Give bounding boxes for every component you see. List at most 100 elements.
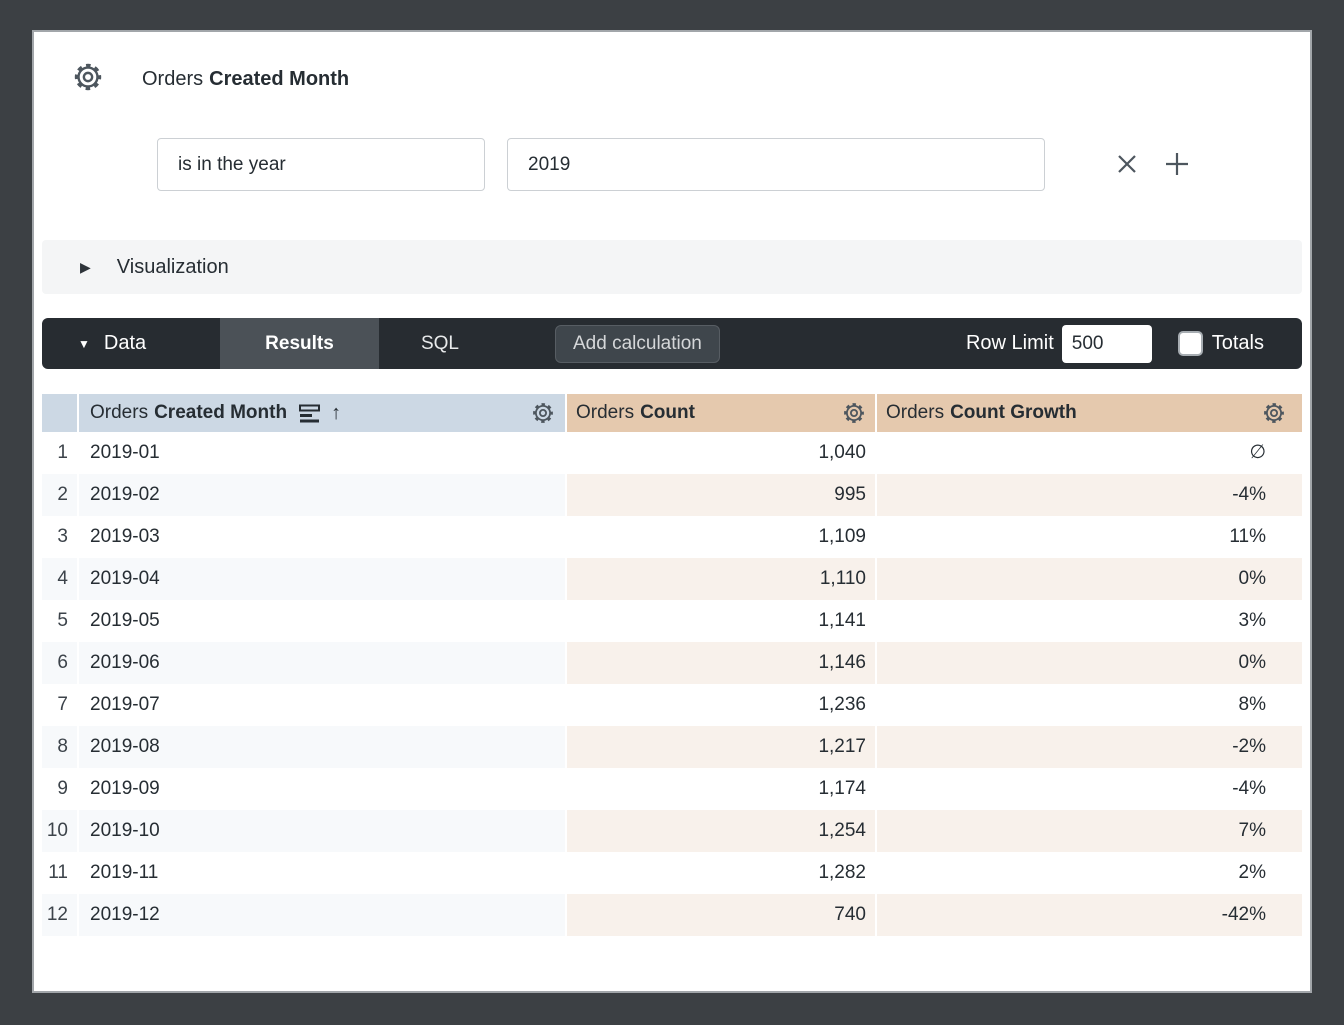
column-header-name: Count xyxy=(640,402,695,423)
column-header-prefix: Orders xyxy=(886,402,945,423)
add-filter-icon[interactable] xyxy=(1162,149,1192,179)
column-gear-icon[interactable] xyxy=(842,401,866,425)
row-number-header xyxy=(42,394,77,432)
table-row: 2 2019-02 995 -4% xyxy=(42,474,1302,516)
cell-month[interactable]: 2019-01 xyxy=(90,442,160,463)
data-section-toggle[interactable]: ▼ Data xyxy=(42,332,220,355)
visualization-label: Visualization xyxy=(116,255,229,278)
row-limit-input[interactable] xyxy=(1061,324,1152,363)
filter-field-title: Orders Created Month xyxy=(142,68,349,91)
tab-results[interactable]: Results xyxy=(220,318,379,369)
data-section-label: Data xyxy=(103,332,147,354)
cell-count[interactable]: 1,254 xyxy=(567,810,875,852)
row-number: 3 xyxy=(57,526,68,547)
cell-growth[interactable]: 2% xyxy=(1238,862,1266,883)
column-header-prefix: Orders xyxy=(576,402,635,423)
tab-sql[interactable]: SQL xyxy=(420,332,460,354)
column-header-count[interactable]: Orders Count xyxy=(567,394,875,432)
filter-field-prefix: Orders xyxy=(142,68,204,90)
cell-growth[interactable]: ∅ xyxy=(1249,442,1266,463)
cell-month[interactable]: 2019-02 xyxy=(79,474,565,516)
column-header-prefix: Orders xyxy=(90,402,149,423)
cell-count[interactable]: 1,109 xyxy=(818,526,866,547)
filter-field-name: Created Month xyxy=(209,68,350,90)
cell-month[interactable]: 2019-10 xyxy=(79,810,565,852)
cell-month[interactable]: 2019-04 xyxy=(79,558,565,600)
row-number: 9 xyxy=(57,778,68,799)
table-row: 8 2019-08 1,217 -2% xyxy=(42,726,1302,768)
table-row: 11 2019-11 1,282 2% xyxy=(42,852,1302,894)
cell-count[interactable]: 1,217 xyxy=(567,726,875,768)
remove-filter-icon[interactable] xyxy=(1112,149,1142,179)
visualization-section-header[interactable]: ▶ Visualization xyxy=(42,240,1302,294)
cell-month[interactable]: 2019-05 xyxy=(90,610,160,631)
cell-growth[interactable]: 0% xyxy=(877,558,1302,600)
row-number: 10 xyxy=(42,810,77,852)
column-header-name: Count Growth xyxy=(950,402,1077,423)
cell-count[interactable]: 1,040 xyxy=(818,442,866,463)
table-row: 9 2019-09 1,174 -4% xyxy=(42,768,1302,810)
table-row: 7 2019-07 1,236 8% xyxy=(42,684,1302,726)
cell-count[interactable]: 1,141 xyxy=(818,610,866,631)
field-format-icon xyxy=(299,404,321,423)
row-number: 12 xyxy=(42,894,77,936)
totals-label: Totals xyxy=(1211,332,1264,354)
cell-count[interactable]: 1,110 xyxy=(567,558,875,600)
sort-ascending-icon: ↑ xyxy=(331,401,342,424)
table-row: 1 2019-01 1,040 ∅ xyxy=(42,432,1302,474)
row-number: 8 xyxy=(42,726,77,768)
filter-value-input[interactable]: 2019 xyxy=(507,138,1045,191)
table-row: 4 2019-04 1,110 0% xyxy=(42,558,1302,600)
row-number: 2 xyxy=(42,474,77,516)
results-table: Orders Created Month ↑ Orders Count xyxy=(42,394,1302,936)
cell-growth[interactable]: -2% xyxy=(877,726,1302,768)
cell-month[interactable]: 2019-08 xyxy=(79,726,565,768)
cell-count[interactable]: 1,174 xyxy=(818,778,866,799)
cell-growth[interactable]: 11% xyxy=(1229,526,1266,547)
column-gear-icon[interactable] xyxy=(1262,401,1286,425)
row-number: 11 xyxy=(48,862,68,883)
data-bar-right-group: Row Limit Totals xyxy=(965,324,1302,363)
cell-count[interactable]: 1,236 xyxy=(818,694,866,715)
cell-growth[interactable]: -4% xyxy=(1232,778,1266,799)
table-row: 12 2019-12 740 -42% xyxy=(42,894,1302,936)
explore-panel: Orders Created Month is in the year 2019… xyxy=(32,30,1312,993)
cell-month[interactable]: 2019-12 xyxy=(79,894,565,936)
column-header-count-growth[interactable]: Orders Count Growth xyxy=(877,394,1302,432)
caret-down-icon: ▼ xyxy=(78,336,90,351)
table-row: 3 2019-03 1,109 11% xyxy=(42,516,1302,558)
data-section-bar: ▼ Data Results SQL Add calculation Row L… xyxy=(42,318,1302,369)
filter-gear-icon[interactable] xyxy=(72,61,104,93)
add-calculation-button[interactable]: Add calculation xyxy=(555,324,720,363)
cell-month[interactable]: 2019-11 xyxy=(90,862,159,883)
filter-condition-select[interactable]: is in the year xyxy=(157,138,485,191)
cell-month[interactable]: 2019-06 xyxy=(79,642,565,684)
row-number: 5 xyxy=(57,610,68,631)
table-body: 1 2019-01 1,040 ∅ 2 2019-02 995 -4% 3 20… xyxy=(42,432,1302,936)
row-limit-label: Row Limit xyxy=(965,332,1054,354)
cell-growth[interactable]: 7% xyxy=(877,810,1302,852)
cell-growth[interactable]: 8% xyxy=(1238,694,1266,715)
cell-count[interactable]: 995 xyxy=(567,474,875,516)
cell-month[interactable]: 2019-07 xyxy=(90,694,160,715)
table-row: 5 2019-05 1,141 3% xyxy=(42,600,1302,642)
cell-growth[interactable]: 0% xyxy=(877,642,1302,684)
cell-month[interactable]: 2019-09 xyxy=(90,778,160,799)
row-number: 6 xyxy=(42,642,77,684)
cell-growth[interactable]: 3% xyxy=(1238,610,1266,631)
cell-count[interactable]: 740 xyxy=(567,894,875,936)
column-header-name: Created Month xyxy=(154,402,288,423)
cell-month[interactable]: 2019-03 xyxy=(90,526,160,547)
row-number: 7 xyxy=(57,694,68,715)
column-gear-icon[interactable] xyxy=(531,401,555,425)
column-header-created-month[interactable]: Orders Created Month ↑ xyxy=(79,394,565,432)
table-header-row: Orders Created Month ↑ Orders Count xyxy=(42,394,1302,432)
cell-count[interactable]: 1,146 xyxy=(567,642,875,684)
table-row: 6 2019-06 1,146 0% xyxy=(42,642,1302,684)
totals-checkbox[interactable] xyxy=(1177,331,1203,356)
cell-growth[interactable]: -42% xyxy=(877,894,1302,936)
table-row: 10 2019-10 1,254 7% xyxy=(42,810,1302,852)
caret-right-icon: ▶ xyxy=(80,258,91,275)
cell-count[interactable]: 1,282 xyxy=(818,862,866,883)
cell-growth[interactable]: -4% xyxy=(877,474,1302,516)
